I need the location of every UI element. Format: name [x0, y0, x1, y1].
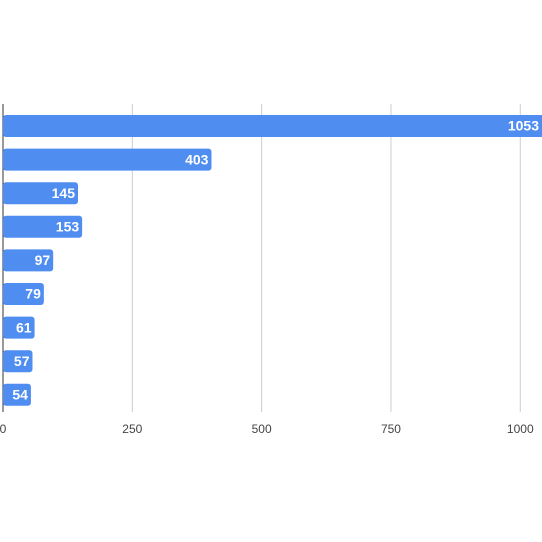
- bar: [3, 249, 54, 272]
- x-tick-label: 250: [122, 422, 142, 436]
- bar: [3, 283, 44, 305]
- bar: [3, 115, 542, 137]
- x-tick-label: 1000: [507, 422, 534, 436]
- bar: [3, 182, 79, 205]
- bar: [3, 148, 212, 171]
- data-label: 79: [25, 286, 41, 302]
- bar: [3, 316, 35, 339]
- data-label: 1053: [508, 118, 539, 134]
- bar: [3, 215, 83, 238]
- data-label: 97: [35, 252, 51, 268]
- data-label: 403: [185, 151, 209, 167]
- x-tick-label: 750: [381, 422, 401, 436]
- data-label: 57: [14, 353, 30, 369]
- data-label: 153: [56, 219, 80, 235]
- bar: [3, 383, 31, 406]
- data-label: 61: [16, 319, 32, 335]
- data-label: 145: [52, 185, 76, 201]
- x-tick-label: 500: [252, 422, 272, 436]
- bar: [3, 350, 33, 373]
- x-tick-label: 0: [0, 422, 7, 436]
- data-label: 54: [12, 387, 28, 403]
